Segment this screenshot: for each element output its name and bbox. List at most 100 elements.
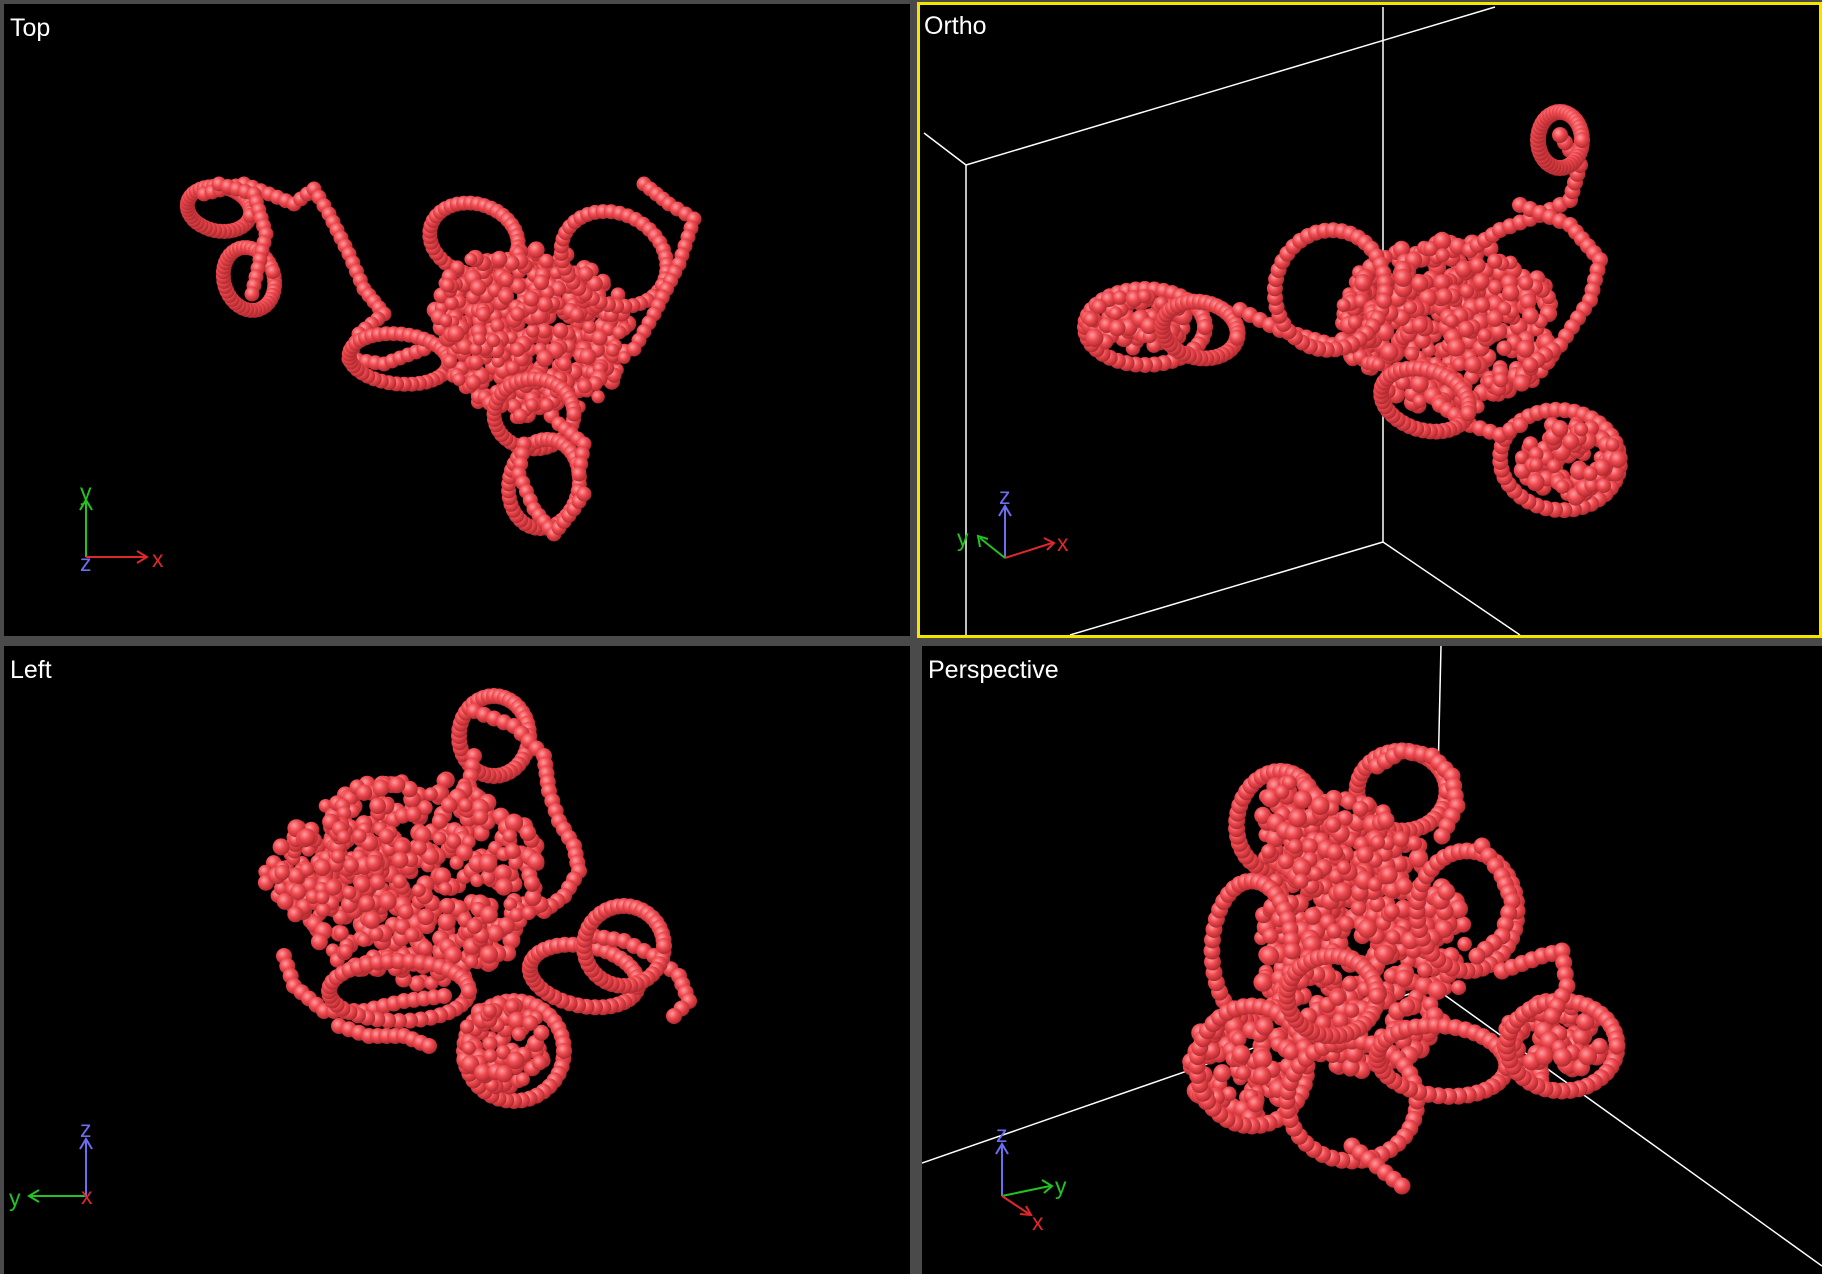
- polymer-chain: [257, 688, 697, 1109]
- bead: [1455, 916, 1472, 933]
- bead: [503, 255, 520, 271]
- bead: [369, 874, 386, 891]
- viewport-label-top: Top: [10, 14, 51, 42]
- bead: [411, 840, 427, 856]
- bead: [1398, 997, 1415, 1015]
- bead: [465, 374, 481, 391]
- bead: [1574, 422, 1589, 437]
- polymer-chain: [1182, 742, 1626, 1195]
- bead: [1412, 394, 1427, 408]
- viewport-label-left: Left: [10, 656, 52, 684]
- bead: [576, 486, 592, 502]
- bead: [446, 833, 462, 849]
- bead: [1529, 457, 1544, 472]
- bead: [1385, 929, 1401, 945]
- bead: [1460, 405, 1476, 422]
- bead: [1582, 466, 1598, 481]
- bead: [1253, 972, 1273, 992]
- bead: [301, 876, 319, 894]
- bead: [393, 839, 410, 855]
- bead: [503, 897, 518, 911]
- molecule-scene-left: [257, 688, 697, 1109]
- bead: [1472, 273, 1490, 290]
- bead: [552, 322, 569, 339]
- bead: [398, 903, 414, 920]
- bead: [459, 1019, 475, 1034]
- bead: [1433, 231, 1452, 250]
- bead: [495, 1044, 511, 1060]
- bead: [1283, 942, 1301, 960]
- bead: [1231, 1044, 1251, 1064]
- bead: [1336, 860, 1352, 875]
- bead: [479, 945, 499, 964]
- bead: [1574, 132, 1590, 148]
- bead: [476, 306, 491, 322]
- bead: [274, 864, 290, 881]
- bead: [1520, 293, 1537, 310]
- bead: [1457, 936, 1472, 952]
- bead: [388, 776, 406, 794]
- bead: [1459, 283, 1474, 299]
- bead: [1375, 292, 1392, 309]
- bead: [439, 314, 453, 327]
- bead: [287, 906, 304, 923]
- bead: [1231, 1031, 1247, 1047]
- bead: [272, 838, 290, 856]
- viewport-left[interactable]: Left z y x: [4, 646, 910, 1274]
- bead: [533, 1024, 550, 1041]
- bead: [538, 253, 554, 269]
- bead: [1235, 1065, 1251, 1081]
- bead: [504, 813, 524, 832]
- molecule-scene-ortho: [1077, 104, 1628, 519]
- bead: [378, 828, 395, 845]
- bead: [469, 279, 487, 296]
- bead: [495, 878, 513, 896]
- bead: [480, 870, 496, 885]
- bead: [491, 250, 508, 267]
- bead: [1591, 1037, 1608, 1055]
- bead: [1572, 1028, 1590, 1046]
- bead: [626, 341, 642, 357]
- bead: [507, 1011, 526, 1030]
- bead: [461, 1055, 480, 1073]
- bead: [504, 843, 521, 859]
- bead: [401, 780, 418, 798]
- bead: [1477, 328, 1492, 343]
- bead: [265, 264, 281, 280]
- bead: [468, 354, 484, 370]
- bead: [1395, 877, 1413, 895]
- bead: [1091, 299, 1107, 315]
- bead: [372, 779, 390, 797]
- bead: [1490, 322, 1508, 340]
- bead: [1252, 1049, 1273, 1069]
- bead: [432, 831, 447, 846]
- viewport-perspective[interactable]: Perspective z y x: [922, 646, 1822, 1274]
- bead: [578, 266, 594, 282]
- bead: [1593, 458, 1611, 476]
- bead: [524, 888, 542, 906]
- bead: [1261, 844, 1276, 859]
- bead: [536, 349, 554, 368]
- bead: [1342, 975, 1358, 992]
- bead: [358, 895, 376, 912]
- viewport-top[interactable]: Top y x z: [4, 4, 910, 636]
- bead: [505, 999, 520, 1014]
- bead: [1455, 260, 1473, 278]
- bead: [1367, 877, 1383, 892]
- bead: [480, 905, 498, 924]
- bead: [513, 408, 528, 424]
- bead: [1277, 853, 1294, 870]
- bead: [1292, 858, 1312, 878]
- bead: [522, 1015, 539, 1031]
- bead: [1414, 332, 1431, 349]
- viewport-ortho[interactable]: Ortho z x y: [917, 2, 1822, 638]
- bead: [1395, 969, 1413, 988]
- bead: [379, 892, 397, 911]
- bead: [440, 278, 455, 293]
- bead: [1344, 1002, 1360, 1018]
- bead: [525, 398, 539, 412]
- bead: [497, 288, 514, 305]
- bead: [550, 281, 567, 297]
- bead: [466, 918, 483, 934]
- bead: [417, 800, 433, 816]
